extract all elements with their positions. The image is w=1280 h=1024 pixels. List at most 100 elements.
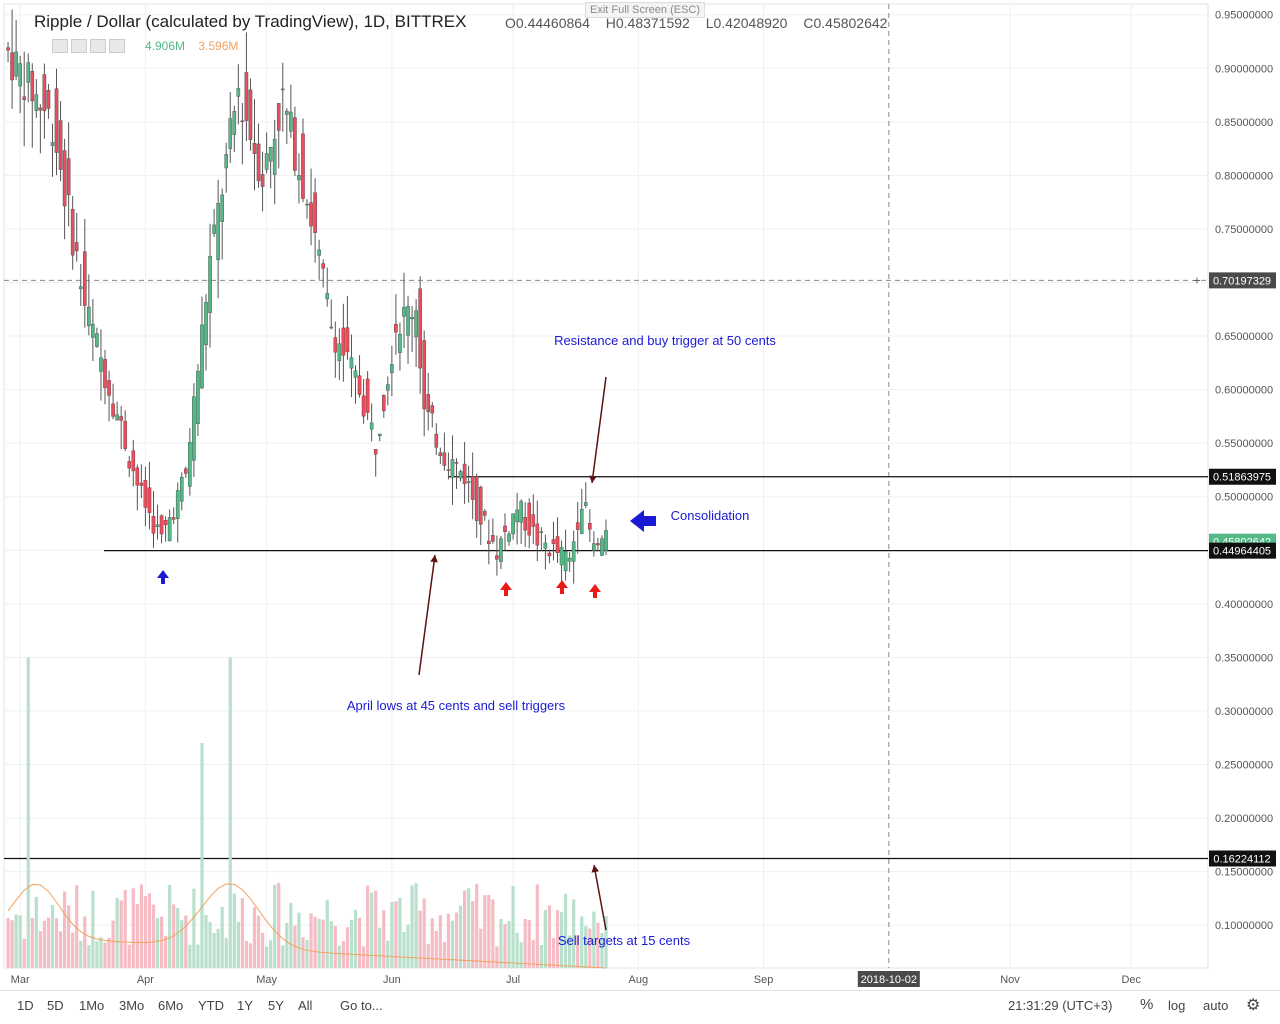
sell-trigger-arrow	[556, 580, 568, 594]
candle-body	[252, 143, 257, 154]
volume-bar	[293, 925, 297, 968]
log-toggle[interactable]: log	[1168, 998, 1186, 1013]
candle-body	[91, 323, 95, 338]
candle-body	[167, 517, 172, 542]
candle-body	[426, 394, 431, 413]
volume-bar	[159, 916, 164, 968]
volume-bar	[192, 888, 196, 968]
candle-body	[571, 541, 576, 562]
candle-body	[442, 452, 447, 466]
volume-bar	[63, 891, 67, 968]
candle-body	[357, 375, 362, 395]
candle-body	[228, 118, 233, 149]
candle-body	[579, 508, 584, 534]
gear-icon[interactable]: ⚙	[1246, 997, 1261, 1014]
candle-body	[482, 511, 487, 516]
volume-bar	[446, 913, 451, 968]
symbol-title[interactable]: Ripple / Dollar (calculated by TradingVi…	[34, 12, 467, 31]
auto-toggle[interactable]: auto	[1203, 998, 1229, 1013]
volume-bar	[228, 657, 232, 968]
volume-bar	[289, 902, 293, 968]
volume-readout: 4.906M 3.596M	[145, 39, 238, 53]
volume-bar	[454, 912, 459, 968]
volume-bar	[563, 893, 568, 968]
volume-bar	[236, 921, 240, 968]
volume-bar	[329, 921, 333, 968]
volume-bar	[462, 890, 467, 968]
candle-body	[567, 557, 572, 562]
volume-bar	[568, 935, 572, 968]
candle-body	[563, 551, 568, 572]
candle-body	[470, 476, 475, 500]
candle-body	[123, 420, 128, 449]
volume-bar	[143, 895, 148, 968]
volume-bar	[212, 933, 216, 968]
candle-body	[192, 396, 196, 461]
volume-bar	[357, 917, 362, 968]
volume-bar	[382, 910, 386, 968]
volume-bar	[414, 883, 418, 968]
candle-body	[95, 333, 99, 347]
candle-body	[285, 110, 289, 115]
volume-bar	[333, 926, 337, 968]
candle-body	[248, 89, 253, 140]
x-tick-label: May	[256, 974, 277, 986]
plus-icon[interactable]	[90, 39, 106, 53]
candle-body	[159, 515, 164, 535]
candle-body	[78, 286, 83, 290]
volume-bar	[539, 944, 543, 968]
range-5d[interactable]: 5D	[47, 998, 64, 1013]
range-5y[interactable]: 5Y	[268, 998, 284, 1013]
candle-body	[422, 340, 426, 410]
clock-timezone[interactable]: 21:31:29 (UTC+3)	[1008, 998, 1113, 1013]
exit-fullscreen-button[interactable]: Exit Full Screen (ESC)	[585, 2, 706, 18]
volume-bar	[523, 918, 527, 968]
range-ytd[interactable]: YTD	[198, 998, 224, 1013]
range-1y[interactable]: 1Y	[237, 998, 253, 1013]
candle-body	[503, 525, 507, 533]
candle-body	[155, 524, 160, 528]
crosshair-date-box	[857, 971, 920, 987]
volume-bar	[196, 944, 200, 968]
candle-body	[74, 242, 79, 252]
volume-bar	[224, 938, 228, 968]
range-1d[interactable]: 1D	[17, 998, 34, 1013]
candle-body	[474, 475, 479, 521]
close-icon[interactable]	[109, 39, 125, 53]
candle-body	[377, 433, 382, 437]
candle-body	[26, 62, 31, 83]
crosshair-date-label: 2018-10-02	[861, 974, 917, 986]
volume-bar	[127, 944, 131, 968]
candle-body	[87, 306, 91, 326]
volume-bar	[527, 919, 531, 968]
eye-icon[interactable]	[52, 39, 68, 53]
volume-bar	[87, 945, 91, 968]
gear-icon[interactable]	[71, 39, 87, 53]
candle-body	[309, 202, 313, 227]
volume-bar	[220, 906, 224, 968]
candle-body	[147, 487, 152, 513]
goto-button[interactable]: Go to...	[340, 998, 383, 1013]
candle-body	[280, 88, 285, 91]
series-settings-icons[interactable]	[52, 39, 125, 53]
y-tick-label: 0.25000000	[1215, 759, 1273, 771]
x-tick-label: Apr	[137, 974, 154, 986]
volume-bar	[390, 902, 394, 968]
candle-body	[450, 459, 455, 478]
candle-body	[313, 192, 317, 233]
volume-bar	[50, 905, 55, 968]
candle-body	[139, 482, 144, 486]
range-1mo[interactable]: 1Mo	[79, 998, 105, 1013]
candle-body	[515, 509, 519, 523]
candle-body	[555, 536, 560, 554]
range-all[interactable]: All	[298, 998, 313, 1013]
candle-body	[604, 530, 608, 551]
candle-body	[337, 343, 342, 362]
volume-bar	[252, 907, 257, 968]
volume-bar	[107, 937, 111, 968]
candle-body	[196, 370, 200, 424]
range-6mo[interactable]: 6Mo	[158, 998, 184, 1013]
range-3mo[interactable]: 3Mo	[119, 998, 145, 1013]
percent-toggle[interactable]: %	[1140, 996, 1154, 1013]
